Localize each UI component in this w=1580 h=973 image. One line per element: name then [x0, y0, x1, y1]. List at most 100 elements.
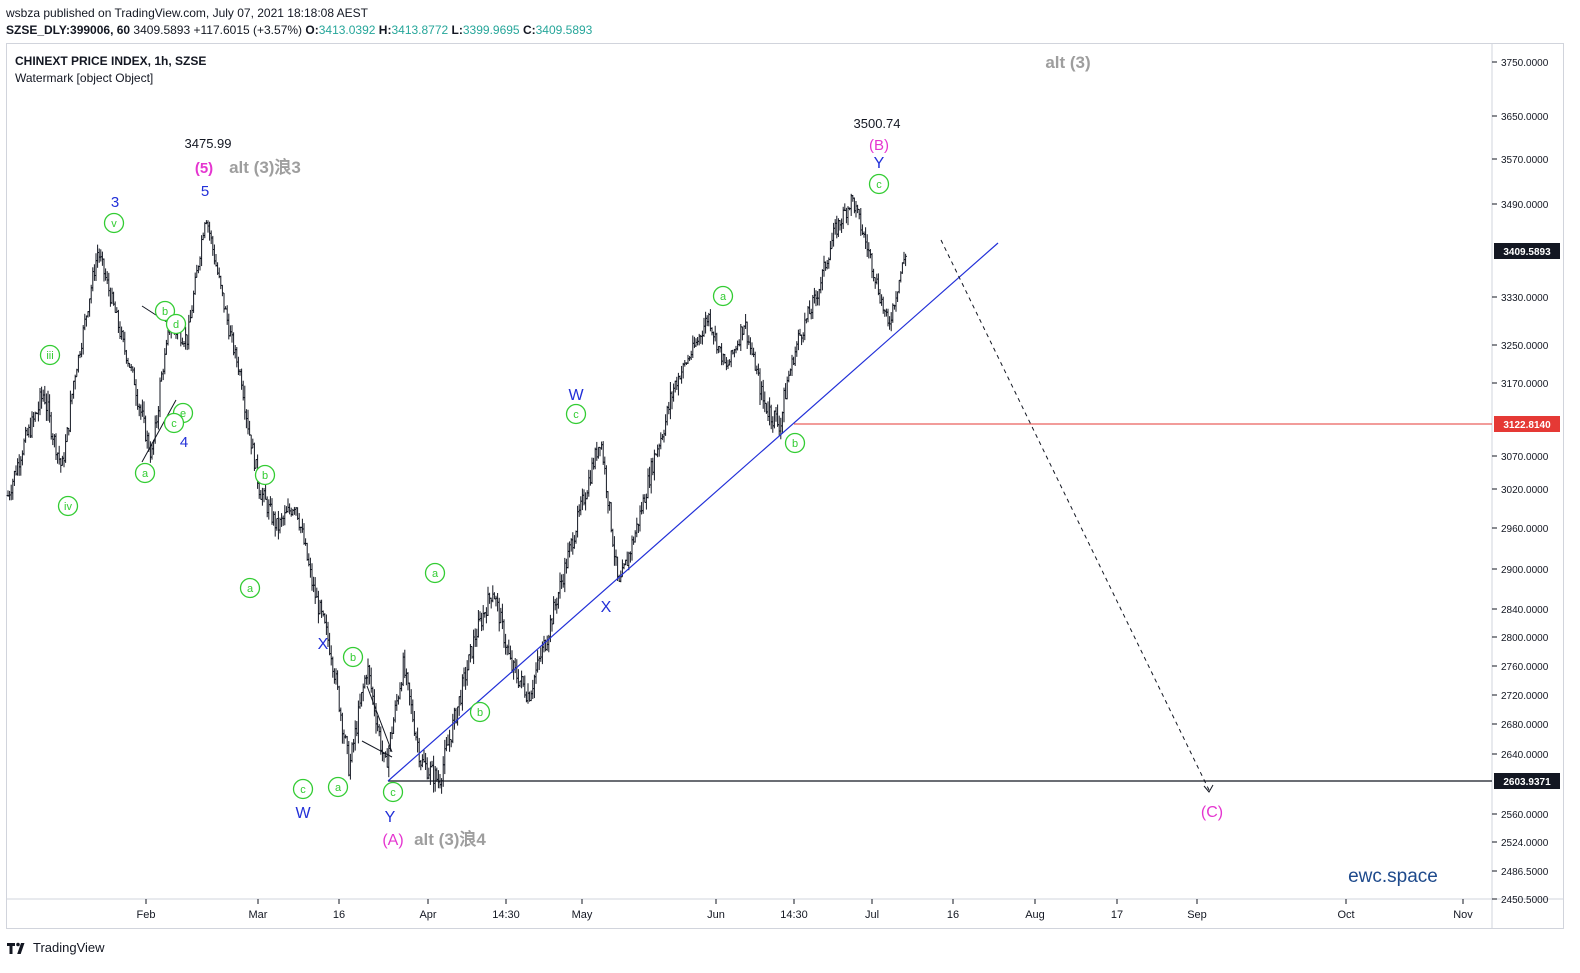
wave-circle-label-circle [424, 562, 446, 584]
wave-label: W [568, 387, 584, 404]
wave-circle-label: a [335, 782, 342, 794]
tradingview-logo-icon [7, 942, 25, 954]
low-value: 3399.9695 [462, 23, 520, 37]
wave-label: X [601, 599, 612, 616]
wave-label: Y [385, 809, 396, 826]
y-tick-label: 3570.0000 [1501, 155, 1549, 166]
candle-series [6, 193, 907, 794]
wave-circle-label-circle [784, 432, 806, 454]
wave-circle-label: e [180, 408, 186, 420]
x-tick-label: May [572, 909, 593, 921]
y-tick-label: 2486.5000 [1501, 867, 1549, 878]
x-tick-label: Oct [1337, 909, 1354, 921]
wave-circle-label-circle [154, 300, 176, 322]
wave-circle-label: c [876, 179, 882, 191]
y-tick-label: 2900.0000 [1501, 565, 1549, 576]
price-tag-label: 3122.8140 [1503, 420, 1551, 431]
y-tick-label: 2960.0000 [1501, 524, 1549, 535]
chart-legend: CHINEXT PRICE INDEX, 1h, SZSE Watermark … [15, 53, 206, 87]
wave-circle-label: b [350, 652, 356, 664]
watermark-label: Watermark [object Object] [15, 71, 154, 85]
wave-label: (C) [1201, 804, 1223, 821]
wave-circle-label: iii [46, 350, 53, 362]
wave-label: (A) [382, 832, 403, 849]
wave-circle-label-circle [327, 776, 349, 798]
y-tick-label: 2840.0000 [1501, 605, 1549, 616]
price-change: +117.6015 (+3.57%) [193, 23, 303, 37]
wave-circle-label-circle [134, 462, 156, 484]
wave-label: 3 [111, 194, 119, 211]
ewc-watermark: ewc.space [1348, 866, 1438, 887]
price-tag-box [1494, 415, 1560, 432]
x-tick-label: Nov [1453, 909, 1473, 921]
alt-label: alt (3) [1045, 53, 1090, 72]
header-bar: wsbza published on TradingView.com, July… [6, 5, 592, 39]
x-tick-label: Feb [137, 909, 156, 921]
ohlc-line: SZSE_DLY:399006, 60 3409.5893 +117.6015 … [6, 22, 592, 39]
price-tags: 3409.5893 3122.8140 2603.9371 [1494, 243, 1560, 790]
wave-circle-label-circle [565, 403, 587, 425]
wave-circle-label-circle [163, 412, 185, 434]
y-tick-label: 3170.0000 [1501, 379, 1549, 390]
chart-frame [6, 43, 1564, 929]
footer-brand-label: TradingView [33, 939, 105, 955]
close-label: C: [522, 23, 536, 37]
x-tick-label: 16 [947, 909, 959, 921]
wave-circle-label-circle [469, 701, 491, 723]
wedge-line [141, 399, 177, 463]
wave-label: W [295, 805, 311, 822]
alt-label: alt (3)浪4 [414, 829, 486, 849]
y-tick-label: 3020.0000 [1501, 485, 1549, 496]
y-tick-label: 2560.0000 [1501, 810, 1549, 821]
wave-label: 4 [180, 434, 188, 451]
wave-circle-label: c [171, 418, 177, 430]
y-tick-label: 3650.0000 [1501, 112, 1549, 123]
symbol-label: SZSE_DLY:399006, 60 [6, 23, 131, 37]
wave-circle-label: c [573, 409, 579, 421]
y-tick-label: 2524.0000 [1501, 838, 1549, 849]
wedge-line [366, 685, 393, 753]
wave-circle-label: a [247, 583, 254, 595]
chart-title: CHINEXT PRICE INDEX, 1h, SZSE [15, 54, 207, 68]
wave-label: X [318, 636, 329, 653]
y-tick-label: 2800.0000 [1501, 633, 1549, 644]
wave-circle-label-circle [239, 577, 261, 599]
price-tag-box [1494, 243, 1560, 260]
projection-arrow-icon [1203, 784, 1214, 793]
wave-circle-label-circle [292, 778, 314, 800]
publish-line: wsbza published on TradingView.com, July… [6, 6, 369, 20]
projection-dashed-line [940, 239, 1210, 791]
high-value: 3413.8772 [391, 23, 449, 37]
wave-circle-label: b [477, 707, 483, 719]
price-tag-box [1494, 773, 1560, 790]
wave-circle-label-circle [39, 344, 61, 366]
y-tick-label: 2720.0000 [1501, 691, 1549, 702]
alt-label: alt (3)浪3 [229, 157, 301, 177]
wedge-line [361, 740, 393, 758]
wave-circle-label-circle [868, 173, 890, 195]
y-tick-label: 3490.0000 [1501, 200, 1549, 211]
footer-brand[interactable]: TradingView [6, 939, 105, 955]
wave-circle-label-circle [712, 285, 734, 307]
wave-circle-label: a [720, 291, 727, 303]
y-tick-label: 2680.0000 [1501, 720, 1549, 731]
x-tick-label: Sep [1187, 909, 1207, 921]
last-price: 3409.5893 [133, 23, 191, 37]
x-tick-label: 17 [1111, 909, 1123, 921]
x-axis-ticks: Feb Mar 16 Apr 14:30 May Jun 14:30 Jul 16 Aug 17 Sep… [137, 899, 1473, 921]
wave-circle-label-circle [165, 313, 187, 335]
wave-label: (5) [195, 160, 213, 177]
x-tick-label: 14:30 [492, 909, 520, 921]
wave-circle-label: a [432, 568, 439, 580]
price-tag-label: 2603.9371 [1503, 777, 1551, 788]
wave-circle-label: c [300, 784, 306, 796]
y-tick-label: 3250.0000 [1501, 341, 1549, 352]
wave-circle-label-circle [382, 781, 404, 803]
x-tick-label: Aug [1025, 909, 1045, 921]
x-tick-label: 16 [333, 909, 345, 921]
open-value: 3413.0392 [318, 23, 376, 37]
low-label: L: [451, 23, 463, 37]
wave-label: (B) [869, 137, 889, 154]
close-value: 3409.5893 [535, 23, 593, 37]
